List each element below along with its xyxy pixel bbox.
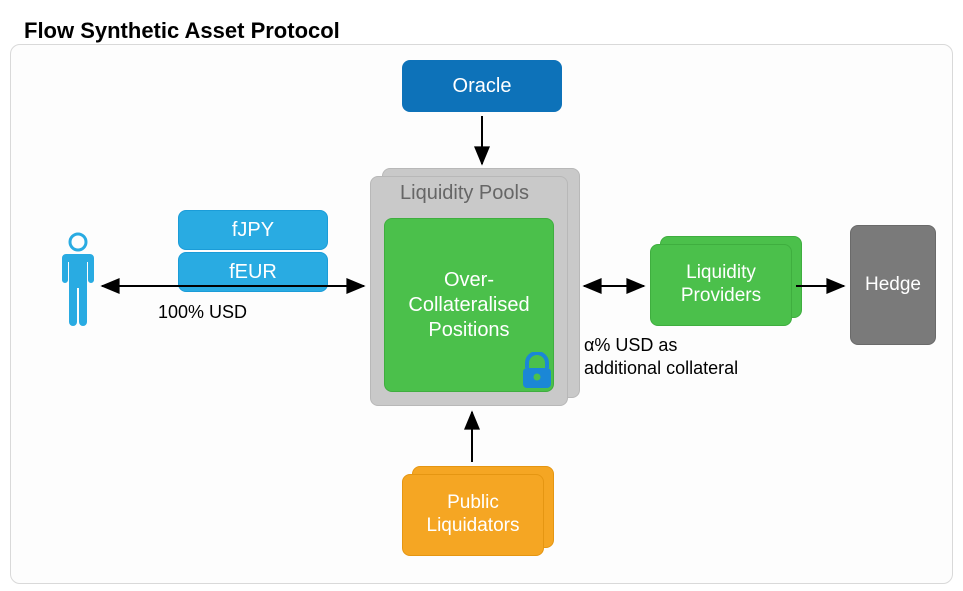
person-icon	[56, 232, 100, 332]
positions-label: Over-CollateralisedPositions	[408, 268, 529, 343]
providers-label: LiquidityProviders	[681, 262, 761, 308]
fjpy-label: fJPY	[232, 219, 274, 242]
hedge-label: Hedge	[865, 274, 921, 296]
oracle-label: Oracle	[453, 75, 512, 98]
lock-icon	[520, 352, 554, 390]
oracle-node: Oracle	[402, 60, 562, 112]
alpha-line1: α% USD as	[584, 334, 738, 357]
feur-label: fEUR	[229, 261, 277, 284]
providers-node: LiquidityProviders	[650, 244, 792, 326]
usd-100-label: 100% USD	[158, 302, 247, 323]
liquidity-pools-label: Liquidity Pools	[400, 182, 529, 205]
alpha-collateral-label: α% USD as additional collateral	[584, 334, 738, 381]
hedge-node: Hedge	[850, 225, 936, 345]
liquidators-node: PublicLiquidators	[402, 474, 544, 556]
fjpy-node: fJPY	[178, 210, 328, 250]
diagram-title: Flow Synthetic Asset Protocol	[24, 18, 340, 44]
feur-node: fEUR	[178, 252, 328, 292]
alpha-line2: additional collateral	[584, 357, 738, 380]
liquidators-label: PublicLiquidators	[427, 492, 520, 538]
